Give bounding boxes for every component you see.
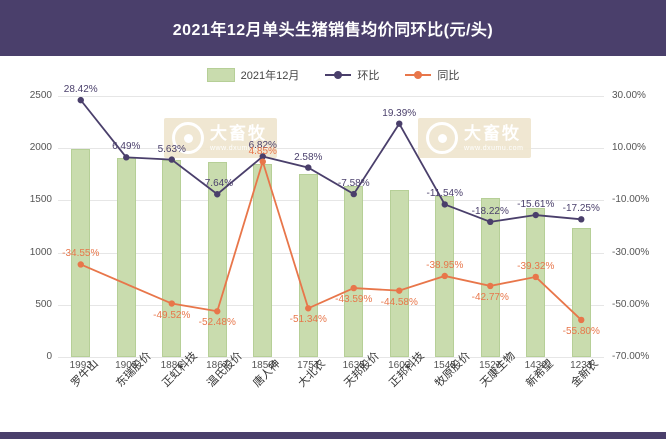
gridline (58, 252, 604, 254)
bar[interactable] (71, 148, 91, 357)
bar[interactable] (298, 173, 318, 357)
tongbi-point-label: -49.52% (153, 309, 191, 321)
series-lines (77, 96, 585, 324)
chart-legend: 2021年12月 环比 同比 (0, 62, 666, 88)
y-axis-right-tick: 30.00% (612, 90, 646, 101)
legend-item-tongbi[interactable]: 同比 (405, 67, 459, 83)
huanbi-point-label: 19.39% (382, 107, 417, 119)
chart-title-band: 2021年12月单头生猪销售均价同环比(元/头) (0, 0, 666, 56)
y-axis-left-tick: 1500 (29, 194, 52, 206)
legend-label-huanbi: 环比 (357, 70, 380, 82)
bar-value-label: 1850 (251, 360, 274, 371)
huanbi-point-label: 6.82% (248, 140, 277, 152)
bar[interactable] (389, 189, 409, 357)
y-axis-right-tick: -50.00% (612, 298, 650, 310)
tongbi-point-label: -51.34% (289, 314, 327, 326)
gridline (58, 357, 604, 358)
tongbi-point-label: -42.77% (471, 291, 509, 303)
bar-value-label: 1993 (69, 360, 92, 371)
bar[interactable] (526, 207, 546, 357)
huanbi-point-label: -7.58% (337, 178, 370, 190)
bar-value-label: 1432 (524, 360, 547, 371)
footer-band (0, 432, 666, 439)
gridline (58, 200, 604, 202)
bar-value-label: 1603 (388, 360, 411, 371)
huanbi-point-label: -11.54% (426, 188, 463, 200)
huanbi-point-label: -18.22% (471, 205, 509, 217)
bar[interactable] (571, 228, 591, 357)
gridline (58, 96, 604, 97)
bar[interactable] (207, 162, 227, 357)
huanbi-point-label: 28.42% (63, 84, 98, 96)
legend-label-bar: 2021年12月 (240, 70, 300, 82)
y-axis-right-tick: 10.00% (612, 142, 646, 154)
tongbi-point-label: 4.85% (248, 145, 277, 157)
watermark: 大畜牧 www.dxumu.com (164, 118, 278, 158)
gridline (58, 148, 604, 150)
bar-value-label: 1545 (433, 360, 456, 371)
bar-value-label: 1867 (206, 360, 229, 371)
tongbi-point-label: -52.48% (198, 317, 236, 329)
legend-swatch-bar (206, 68, 235, 82)
bar-value-label: 1635 (342, 360, 365, 371)
page-title: 2021年12月单头生猪销售均价同环比(元/头) (172, 22, 494, 39)
y-axis-left-tick: 0 (46, 351, 52, 362)
tongbi-point-label: -43.59% (335, 294, 373, 306)
huanbi-point-label: -17.25% (562, 203, 600, 215)
legend-swatch-huanbi (325, 69, 352, 81)
bar-value-label: 1905 (115, 360, 138, 371)
huanbi-point-label: -15.61% (517, 199, 555, 211)
watermark: 大畜牧 www.dxumu.com (418, 118, 532, 158)
bar-value-label: 1527 (479, 360, 502, 371)
huanbi-point-label: 2.58% (294, 151, 323, 163)
bar[interactable] (480, 197, 500, 357)
y-axis-left-tick: 500 (35, 298, 52, 310)
tongbi-point-label: -39.32% (517, 260, 555, 272)
plot-area: 0 500 1000 1500 2000 2500 -70.00% -50.00% -30.00… (30, 84, 650, 389)
bar-value-label: 1886 (160, 360, 183, 371)
y-axis-right-tick: -70.00% (612, 351, 650, 362)
tongbi-point-label: -38.95% (426, 259, 464, 271)
bar-value-label: 1233 (570, 360, 593, 371)
legend-swatch-tongbi (405, 69, 432, 81)
tongbi-point-label: -55.80% (562, 325, 600, 337)
gridline (58, 304, 604, 306)
y-axis-left-tick: 1000 (29, 246, 52, 258)
legend-label-tongbi: 同比 (437, 70, 460, 82)
bar[interactable] (344, 186, 364, 357)
y-axis-left-tick: 2000 (29, 142, 52, 154)
huanbi-point-label: 5.63% (157, 143, 186, 155)
huanbi-point-label: 6.49% (112, 141, 141, 153)
tongbi-point-label: -44.58% (380, 296, 418, 308)
y-axis-left-tick: 2500 (29, 90, 52, 101)
huanbi-point-label: -7.64% (201, 178, 234, 190)
legend-item-bar[interactable]: 2021年12月 (206, 67, 300, 83)
legend-item-huanbi[interactable]: 环比 (325, 67, 379, 83)
y-axis-right-tick: -30.00% (612, 246, 650, 258)
tongbi-point-label: -34.55% (62, 248, 100, 260)
bar-value-label: 1757 (297, 360, 320, 371)
y-axis-right-tick: -10.00% (612, 194, 650, 206)
